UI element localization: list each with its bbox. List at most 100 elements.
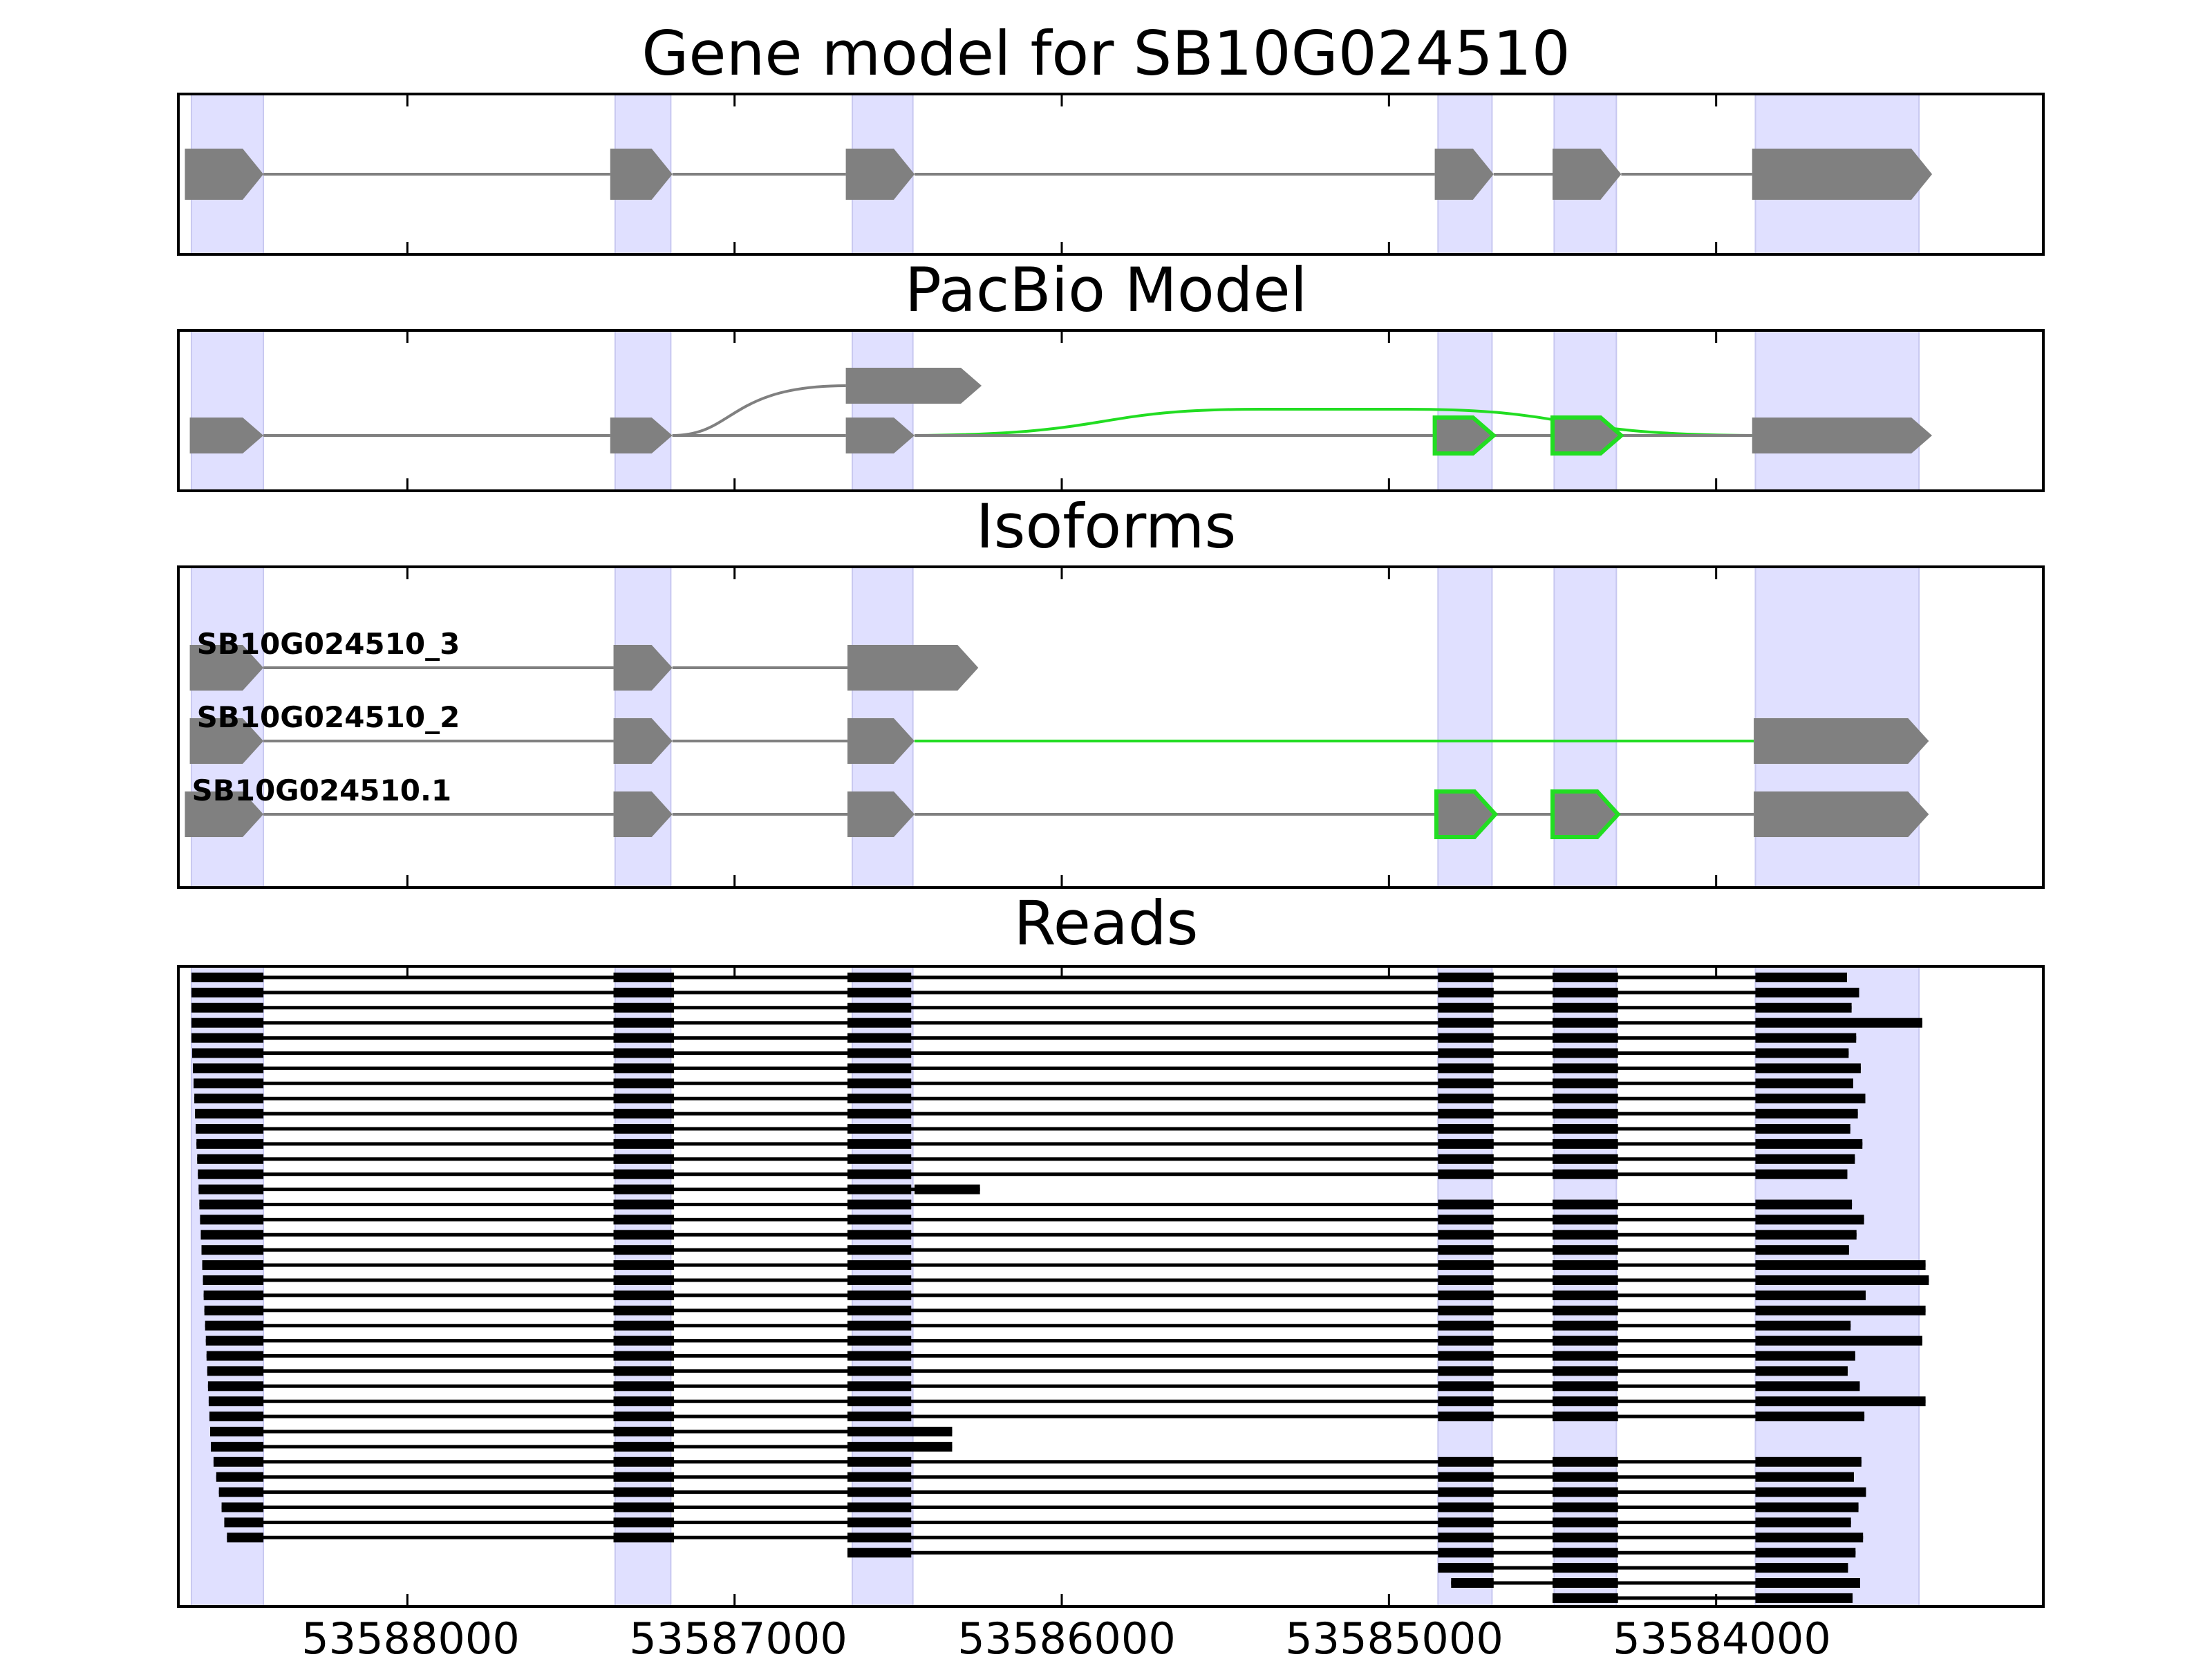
exon-arrow bbox=[189, 418, 264, 453]
read-block bbox=[915, 1184, 980, 1194]
read-block bbox=[1755, 1593, 1853, 1603]
read-block bbox=[1553, 1563, 1618, 1573]
pacbio-model-panel bbox=[177, 329, 2045, 492]
read-block bbox=[1553, 1033, 1618, 1043]
exon-region-shade bbox=[1553, 330, 1618, 491]
exon-region-shade bbox=[1754, 330, 1920, 491]
read-block bbox=[1755, 1381, 1860, 1391]
read-block bbox=[1755, 1351, 1855, 1361]
read-block bbox=[1553, 1396, 1618, 1407]
read-block bbox=[1755, 1199, 1853, 1210]
exon-arrow bbox=[1752, 149, 1933, 200]
read-block bbox=[613, 1078, 675, 1089]
read-block bbox=[1755, 1138, 1863, 1149]
read-block bbox=[847, 1245, 912, 1255]
read-block bbox=[1438, 987, 1494, 997]
read-block bbox=[613, 1275, 675, 1285]
read-block bbox=[613, 1472, 675, 1482]
read-block bbox=[613, 1245, 675, 1255]
read-block bbox=[847, 1124, 912, 1134]
exon-arrow bbox=[845, 149, 915, 200]
read-block bbox=[1438, 1063, 1494, 1074]
read-block bbox=[1553, 1275, 1618, 1285]
read-block bbox=[613, 1154, 675, 1164]
read-block bbox=[1755, 1412, 1865, 1422]
read-block bbox=[1438, 1366, 1494, 1376]
panel-title-reads: Reads bbox=[1014, 888, 1199, 959]
read-block bbox=[847, 1487, 912, 1497]
read-block bbox=[198, 1169, 264, 1179]
read-block bbox=[613, 1487, 675, 1497]
novel-exon-arrow bbox=[1550, 789, 1621, 839]
read-block bbox=[847, 1517, 912, 1528]
read-block bbox=[847, 1275, 912, 1285]
exon-arrow bbox=[1553, 149, 1622, 200]
read-block bbox=[1755, 1078, 1853, 1089]
read-block bbox=[847, 1396, 912, 1407]
read-block bbox=[1438, 1412, 1494, 1422]
read-block bbox=[1553, 1245, 1618, 1255]
read-block bbox=[1553, 973, 1618, 982]
read-block bbox=[1553, 1215, 1618, 1225]
panel-frame bbox=[177, 329, 2045, 492]
read-block bbox=[1755, 1487, 1866, 1497]
read-block bbox=[613, 1063, 675, 1074]
exon-arrow bbox=[845, 418, 915, 453]
isoform-label: SB10G024510.1 bbox=[191, 774, 451, 807]
read-block bbox=[1553, 1502, 1618, 1512]
x-tick-label: 53585000 bbox=[1285, 1613, 1503, 1659]
read-block bbox=[194, 1078, 264, 1089]
read-block bbox=[847, 1335, 912, 1346]
read-block bbox=[1438, 1351, 1494, 1361]
read-block bbox=[613, 1456, 675, 1467]
exon-arrow bbox=[185, 791, 264, 837]
read-block bbox=[847, 1260, 912, 1271]
read-block bbox=[613, 1427, 675, 1436]
read-block bbox=[1438, 1502, 1494, 1512]
read-block bbox=[1438, 1487, 1494, 1497]
read-block bbox=[224, 1517, 264, 1528]
exon-region-shade bbox=[852, 330, 914, 491]
read-block bbox=[613, 1230, 675, 1240]
read-block bbox=[1553, 1335, 1618, 1346]
read-block bbox=[1438, 1260, 1494, 1271]
read-block bbox=[847, 1533, 912, 1543]
exon-arrow bbox=[847, 791, 915, 837]
read-block bbox=[1438, 973, 1494, 982]
exon-arrow bbox=[1434, 149, 1494, 200]
exon-arrow bbox=[613, 718, 673, 764]
read-block bbox=[1438, 1169, 1494, 1179]
read-block bbox=[1755, 1215, 1864, 1225]
read-block bbox=[1553, 1533, 1618, 1543]
read-block bbox=[613, 1502, 675, 1512]
read-block bbox=[227, 1533, 264, 1543]
read-block bbox=[847, 1094, 912, 1104]
read-block bbox=[847, 987, 912, 997]
read-block bbox=[198, 1184, 264, 1194]
read-block bbox=[218, 1487, 264, 1497]
read-block bbox=[1553, 1320, 1618, 1331]
read-block bbox=[847, 1320, 912, 1331]
read-block bbox=[206, 1351, 264, 1361]
read-block bbox=[613, 987, 675, 997]
read-block bbox=[613, 1169, 675, 1179]
read-block bbox=[1755, 1563, 1848, 1573]
exon-arrow bbox=[847, 718, 915, 764]
read-block bbox=[1553, 1063, 1618, 1074]
read-block bbox=[1755, 1094, 1866, 1104]
read-block bbox=[613, 1018, 675, 1028]
read-block bbox=[613, 1366, 675, 1376]
exon-region-shade bbox=[190, 330, 265, 491]
read-block bbox=[847, 1290, 912, 1300]
read-block bbox=[211, 1441, 264, 1452]
read-block bbox=[847, 1169, 912, 1179]
read-block bbox=[1553, 1593, 1618, 1603]
read-block bbox=[1755, 1002, 1852, 1013]
read-block bbox=[847, 1215, 912, 1225]
read-block bbox=[1755, 1245, 1849, 1255]
read-block bbox=[1755, 1063, 1861, 1074]
read-block bbox=[1438, 1018, 1494, 1028]
reads-panel bbox=[177, 965, 2045, 1608]
read-block bbox=[1553, 987, 1618, 997]
exon-arrow bbox=[189, 718, 264, 764]
